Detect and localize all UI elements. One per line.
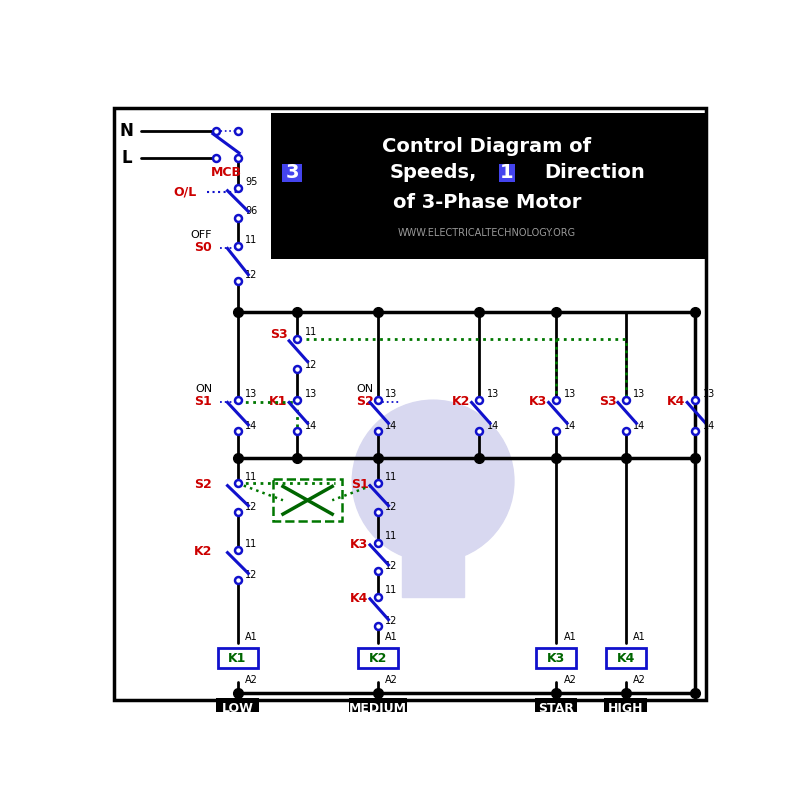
Text: A2: A2	[634, 674, 646, 685]
Text: S2: S2	[194, 478, 212, 491]
Text: Direction: Direction	[545, 163, 645, 182]
Text: MEDIUM: MEDIUM	[349, 702, 406, 715]
Text: 1: 1	[500, 163, 514, 182]
Text: 12: 12	[246, 570, 258, 580]
Text: K1: K1	[269, 395, 287, 408]
Text: S3: S3	[270, 328, 287, 341]
Text: 14: 14	[305, 422, 317, 431]
Text: 11: 11	[246, 472, 258, 482]
Text: K2: K2	[194, 546, 212, 558]
Text: O/L: O/L	[174, 186, 197, 198]
Text: 3: 3	[286, 163, 299, 182]
Text: 13: 13	[386, 389, 398, 399]
Text: 96: 96	[246, 206, 258, 217]
Text: 13: 13	[634, 389, 646, 399]
Circle shape	[352, 400, 514, 562]
Bar	[271, 113, 706, 259]
Bar	[605, 698, 646, 720]
Text: K1: K1	[228, 651, 246, 665]
Bar	[358, 648, 398, 668]
Text: 14: 14	[487, 422, 499, 431]
Text: ON: ON	[195, 384, 212, 394]
Bar	[282, 164, 302, 182]
Text: 13: 13	[246, 389, 258, 399]
Bar	[349, 698, 406, 720]
Text: K2: K2	[369, 651, 387, 665]
Text: 13: 13	[305, 389, 317, 399]
Text: 11: 11	[305, 327, 317, 338]
Text: S0: S0	[194, 241, 212, 254]
Text: 12: 12	[386, 562, 398, 571]
Text: K2: K2	[452, 395, 470, 408]
Text: MCB: MCB	[211, 166, 242, 179]
Bar	[606, 648, 646, 668]
Text: A1: A1	[634, 631, 646, 642]
Text: 12: 12	[386, 502, 398, 512]
Text: 14: 14	[702, 422, 715, 431]
Text: A2: A2	[564, 674, 577, 685]
Text: Speeds,: Speeds,	[390, 163, 477, 182]
Text: A2: A2	[246, 674, 258, 685]
Text: S2: S2	[356, 395, 374, 408]
Text: 95: 95	[246, 178, 258, 187]
Text: 11: 11	[386, 586, 398, 595]
Bar	[498, 164, 515, 182]
Text: K4: K4	[350, 591, 369, 605]
Text: 12: 12	[386, 616, 398, 626]
Text: K3: K3	[529, 395, 547, 408]
Text: A1: A1	[386, 631, 398, 642]
Text: S1: S1	[194, 395, 212, 408]
Text: 12: 12	[246, 270, 258, 280]
Text: K3: K3	[350, 538, 369, 550]
Text: N: N	[120, 122, 134, 140]
Bar	[273, 479, 342, 522]
Text: A1: A1	[246, 631, 258, 642]
Text: 13: 13	[487, 389, 499, 399]
Text: LOW: LOW	[222, 702, 254, 715]
Text: 14: 14	[386, 422, 398, 431]
Text: HIGH: HIGH	[608, 702, 643, 715]
Text: L: L	[122, 149, 132, 166]
Text: 13: 13	[702, 389, 715, 399]
Text: S3: S3	[598, 395, 616, 408]
Text: 12: 12	[246, 502, 258, 512]
Text: 14: 14	[634, 422, 646, 431]
Text: 11: 11	[386, 531, 398, 542]
Bar	[535, 698, 578, 720]
Text: 12: 12	[305, 360, 317, 370]
Text: WWW.ELECTRICALTECHNOLOGY.ORG: WWW.ELECTRICALTECHNOLOGY.ORG	[398, 228, 576, 238]
Bar	[218, 648, 258, 668]
Text: A1: A1	[564, 631, 577, 642]
Text: 11: 11	[246, 539, 258, 549]
Bar	[216, 698, 258, 720]
Text: STAR: STAR	[538, 702, 574, 715]
Bar	[536, 648, 576, 668]
Text: OFF: OFF	[190, 230, 212, 240]
Text: of 3-Phase Motor: of 3-Phase Motor	[393, 193, 581, 212]
Text: 14: 14	[246, 422, 258, 431]
Text: 13: 13	[564, 389, 576, 399]
Text: Control Diagram of: Control Diagram of	[382, 137, 591, 155]
Text: 14: 14	[564, 422, 576, 431]
Text: 11: 11	[246, 235, 258, 245]
Text: K4: K4	[667, 395, 686, 408]
Text: 11: 11	[386, 472, 398, 482]
Bar	[402, 550, 464, 597]
Text: ON: ON	[357, 384, 374, 394]
Text: K4: K4	[617, 651, 634, 665]
Text: A2: A2	[386, 674, 398, 685]
Text: K3: K3	[547, 651, 566, 665]
Text: S1: S1	[350, 478, 369, 491]
